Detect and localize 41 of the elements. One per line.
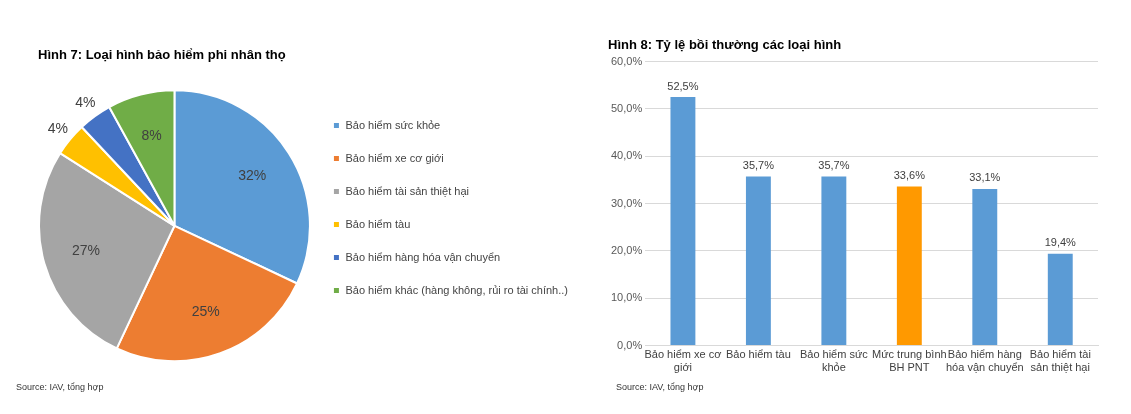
x-tick-label: Bảo hiểm sức khỏe [799, 348, 869, 374]
bar [972, 188, 998, 346]
data-label: 4% [47, 120, 68, 137]
x-tick-label: Mức trung bình BH PNT [872, 348, 947, 374]
y-tick-label: 60,0% [610, 54, 643, 67]
bar [745, 176, 771, 346]
data-label: 8% [141, 127, 162, 144]
y-tick-label: 50,0% [610, 101, 643, 114]
x-tick-label: Bảo hiểm hàng hóa vận chuyển [945, 348, 1024, 374]
x-tick-label: Bảo hiểm xe cơ giới [644, 348, 722, 374]
legend-label: Bảo hiểm tài sản thiệt hại [345, 184, 469, 197]
y-tick-label: 20,0% [610, 243, 643, 256]
y-tick-label: 40,0% [610, 149, 643, 162]
legend-label: Bảo hiểm khác (hàng không, rủi ro tài chính..) [345, 283, 569, 296]
source-note: Source: IAV, tổng hợp [16, 382, 105, 392]
data-label: 4% [75, 94, 96, 111]
x-tick-label: Bảo hiểm tài sản thiệt hại [1029, 348, 1091, 374]
y-tick-label: 0,0% [617, 338, 643, 351]
bar [1047, 253, 1073, 346]
data-label: 33,1% [969, 171, 1001, 184]
bar [821, 176, 847, 346]
data-label: 32% [238, 167, 267, 184]
legend-label: Bảo hiểm sức khỏe [345, 118, 441, 131]
bar [670, 97, 696, 346]
bar [896, 186, 922, 346]
y-tick-label: 10,0% [610, 291, 643, 304]
data-label: 35,7% [742, 159, 775, 172]
legend-label: Bảo hiểm xe cơ giới [345, 151, 444, 164]
data-label: 33,6% [893, 169, 926, 182]
chart-title: Hình 7: Loại hình bảo hiểm phi nhân thọ [38, 47, 286, 63]
data-label: 27% [71, 242, 101, 259]
legend-label: Bảo hiểm hàng hóa vận chuyển [345, 250, 501, 263]
chart-title: Hình 8: Tỷ lệ bồi thường các loại hình [608, 37, 842, 53]
data-label: 35,7% [818, 159, 850, 172]
y-tick-label: 30,0% [610, 196, 643, 209]
legend-label: Bảo hiểm tàu [345, 217, 411, 230]
source-note: Source: IAV, tổng hợp [616, 382, 705, 392]
data-label: 25% [191, 303, 220, 320]
data-label: 19,4% [1044, 236, 1077, 249]
x-tick-label: Bảo hiểm tàu [725, 348, 791, 361]
data-label: 52,5% [667, 79, 699, 92]
